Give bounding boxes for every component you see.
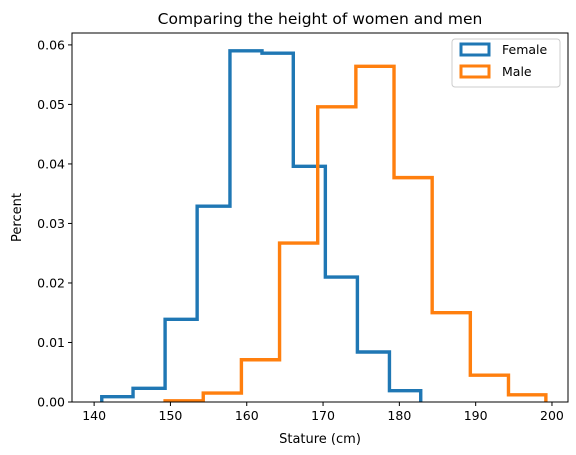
y-tick-label: 0.03 — [37, 216, 65, 231]
legend-box — [451, 38, 561, 88]
x-tick-label: 180 — [387, 408, 411, 423]
series-layer — [100, 49, 548, 403]
y-axis: 0.00 0.01 0.02 0.03 0.04 0.05 0.06 — [37, 37, 72, 410]
legend-swatch-female — [459, 42, 491, 57]
step-outline-male — [163, 64, 548, 403]
y-tick-label: 0.01 — [37, 335, 65, 350]
x-tick-label: 160 — [235, 408, 259, 423]
plot-frame — [71, 32, 569, 403]
x-axis-title: Stature (cm) — [279, 432, 361, 447]
y-tick-label: 0.04 — [37, 156, 65, 171]
legend-label-male: Male — [502, 64, 532, 79]
y-tick-label: 0.02 — [37, 275, 65, 290]
y-tick-label: 0.06 — [37, 37, 65, 52]
legend: Female Male — [451, 38, 561, 88]
legend-label-female: Female — [502, 42, 548, 57]
legend-swatch-male — [459, 64, 491, 79]
x-tick-label: 170 — [311, 408, 335, 423]
y-axis-title: Percent — [10, 193, 25, 242]
x-tick-label: 140 — [82, 408, 106, 423]
series-male — [163, 64, 548, 403]
chart-title: Comparing the height of women and men — [158, 10, 483, 28]
step-outline-female — [100, 49, 423, 402]
series-female — [100, 49, 423, 402]
y-tick-label: 0.05 — [37, 97, 65, 112]
x-tick-label: 150 — [159, 408, 183, 423]
y-tick-label: 0.00 — [37, 395, 65, 410]
x-axis: 140 150 160 170 180 190 200 — [82, 402, 564, 423]
x-tick-label: 190 — [464, 408, 488, 423]
x-tick-label: 200 — [540, 408, 564, 423]
